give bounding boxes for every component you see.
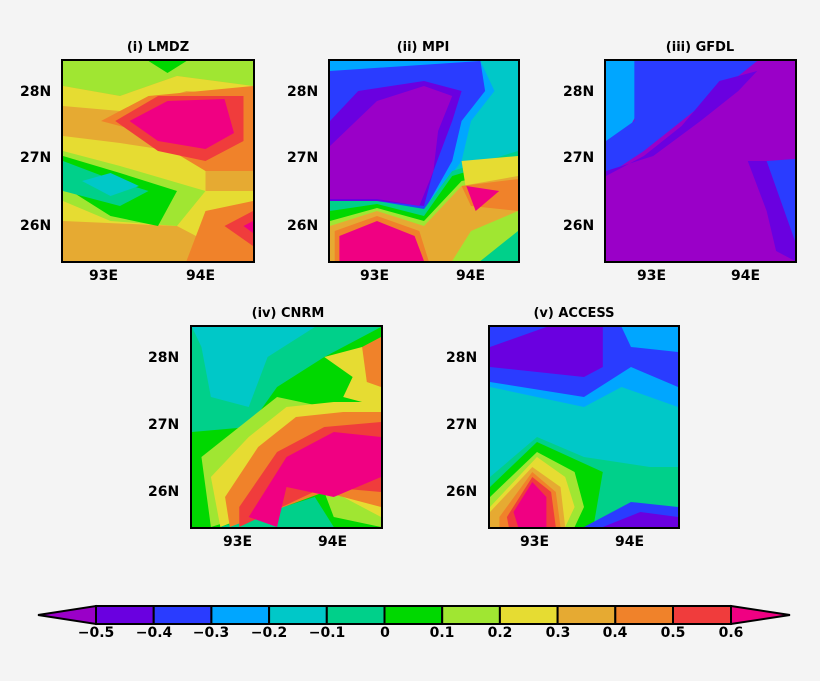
y-tick-label: 27N <box>446 417 478 433</box>
x-tick-label: 93E <box>223 534 253 550</box>
y-tick-label: 28N <box>20 84 52 100</box>
colorbar-label: 0.1 <box>429 625 455 641</box>
y-tick-label: 27N <box>20 150 52 166</box>
x-tick-label: 94E <box>456 268 486 284</box>
y-tick-label: 28N <box>563 84 595 100</box>
colorbar-label: 0.5 <box>660 625 686 641</box>
x-tick-label: 93E <box>520 534 550 550</box>
colorbar-label: −0.1 <box>308 625 346 641</box>
y-tick-label: 27N <box>148 417 180 433</box>
contour-map <box>190 325 383 529</box>
colorbar-label: 0 <box>380 625 390 641</box>
y-tick-label: 27N <box>287 150 319 166</box>
y-tick-label: 26N <box>148 484 180 500</box>
colorbar <box>37 604 791 626</box>
colorbar-label: 0.3 <box>545 625 571 641</box>
panel-title: (i) LMDZ <box>126 40 190 55</box>
y-tick-label: 28N <box>287 84 319 100</box>
colorbar-label: −0.2 <box>250 625 288 641</box>
panel-title: (iii) GFDL <box>665 40 735 55</box>
y-tick-label: 28N <box>148 350 180 366</box>
y-tick-label: 27N <box>563 150 595 166</box>
panel-title: (ii) MPI <box>396 40 450 55</box>
panel-title: (v) ACCESS <box>533 306 615 321</box>
contour-map <box>488 325 680 529</box>
y-tick-label: 26N <box>287 218 319 234</box>
x-tick-label: 93E <box>360 268 390 284</box>
colorbar-label: 0.6 <box>718 625 744 641</box>
x-tick-label: 93E <box>637 268 667 284</box>
x-tick-label: 94E <box>186 268 216 284</box>
contour-map <box>328 59 520 263</box>
contour-map <box>604 59 797 263</box>
colorbar-label: 0.2 <box>487 625 513 641</box>
x-tick-label: 94E <box>615 534 645 550</box>
y-tick-label: 26N <box>446 484 478 500</box>
contour-map <box>61 59 255 263</box>
x-tick-label: 94E <box>731 268 761 284</box>
x-tick-label: 93E <box>89 268 119 284</box>
colorbar-label: −0.5 <box>77 625 115 641</box>
x-tick-label: 94E <box>318 534 348 550</box>
y-tick-label: 26N <box>20 218 52 234</box>
colorbar-label: −0.4 <box>135 625 173 641</box>
y-tick-label: 28N <box>446 350 478 366</box>
colorbar-label: 0.4 <box>602 625 628 641</box>
y-tick-label: 26N <box>563 218 595 234</box>
colorbar-label: −0.3 <box>192 625 230 641</box>
panel-title: (iv) CNRM <box>251 306 325 321</box>
